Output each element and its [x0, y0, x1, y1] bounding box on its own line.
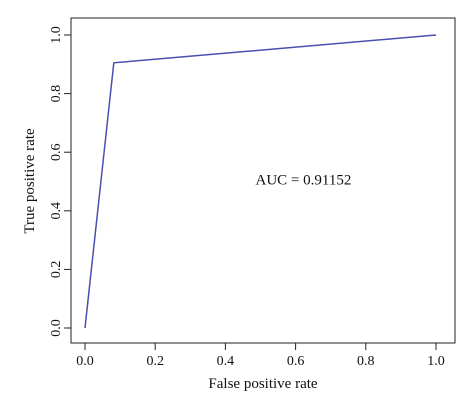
x-tick-label: 0.8 — [357, 354, 375, 369]
y-tick-label: 0.2 — [49, 261, 64, 279]
x-axis: 0.0 0.2 0.4 0.6 0.8 1.0 — [76, 342, 445, 369]
series-layer — [84, 34, 437, 329]
x-tick-label: 0.0 — [76, 354, 94, 369]
x-tick-label: 0.6 — [287, 354, 305, 369]
x-tick-label: 0.4 — [217, 354, 235, 369]
y-axis: 0.0 0.2 0.4 0.6 0.8 1.0 — [49, 26, 72, 337]
y-tick-label: 0.6 — [49, 143, 64, 161]
y-tick-label: 1.0 — [49, 26, 64, 44]
y-tick-label: 0.0 — [49, 319, 64, 337]
y-tick-label: 0.4 — [49, 202, 64, 220]
y-axis-title: True positive rate — [22, 128, 38, 234]
x-axis-title: False positive rate — [208, 376, 317, 392]
y-tick-label: 0.8 — [49, 85, 64, 103]
x-tick-label: 1.0 — [427, 354, 445, 369]
chart-annotation: AUC = 0.91152 — [256, 172, 352, 188]
x-tick-label: 0.2 — [146, 354, 164, 369]
